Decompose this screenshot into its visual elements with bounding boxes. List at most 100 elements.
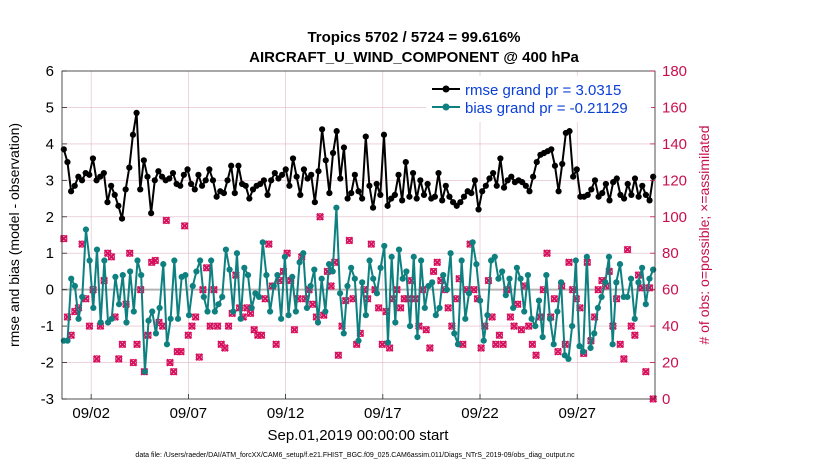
bias-point — [454, 341, 462, 348]
rmse-point — [508, 173, 515, 180]
bias-point — [580, 348, 587, 355]
bias-point — [307, 282, 314, 290]
obs-assimilated-marker — [158, 322, 167, 331]
rmse-point — [169, 169, 177, 177]
obs-assimilated-marker — [641, 367, 650, 376]
obs-possible-marker — [638, 284, 646, 292]
bias-point — [414, 333, 421, 341]
rmse-series — [60, 109, 657, 222]
legend-rmse-marker — [442, 85, 450, 93]
right-tick-label: 80 — [662, 245, 679, 262]
bias-point — [101, 257, 108, 264]
rmse-point — [129, 131, 137, 138]
rmse-point — [311, 199, 318, 206]
legend-bias-marker — [442, 103, 450, 111]
rmse-point — [155, 168, 162, 175]
obs-assimilated-marker — [495, 331, 504, 340]
bias-point — [546, 315, 554, 322]
rmse-point — [206, 166, 213, 173]
obs-assimilated-marker — [565, 258, 573, 267]
bias-point — [517, 275, 524, 282]
rmse-point — [242, 182, 249, 189]
obs-assimilated-marker — [510, 322, 518, 331]
rmse-point — [413, 195, 420, 202]
bias-point — [436, 304, 443, 311]
obs-assimilated-marker — [180, 221, 189, 230]
left-tick-label: 0 — [46, 282, 54, 299]
bias-point — [263, 271, 270, 279]
chart-title-line2: AIRCRAFT_U_WIND_COMPONENT @ 400 hPa — [249, 49, 579, 66]
bias-point — [440, 271, 447, 279]
rmse-point — [122, 186, 129, 193]
obs-assimilated-marker — [528, 340, 537, 349]
rmse-point — [362, 133, 369, 140]
obs-possible-marker — [257, 331, 266, 339]
bias-point — [421, 304, 428, 311]
obs-assimilated-marker — [433, 258, 442, 267]
rmse-point — [500, 184, 508, 191]
obs-assimilated-marker — [378, 340, 387, 349]
rmse-point — [264, 191, 271, 199]
bias-point — [255, 293, 263, 301]
obs-possible-marker — [162, 216, 170, 225]
obs-possible-marker — [155, 318, 163, 327]
obs-possible-marker — [510, 322, 518, 330]
bias-point — [119, 271, 126, 279]
rmse-point — [548, 146, 555, 153]
bias-point — [333, 204, 340, 211]
bias-point — [189, 282, 196, 290]
bias-point — [418, 257, 425, 264]
obs-assimilated-marker — [327, 282, 335, 290]
rmse-point — [224, 177, 231, 184]
bias-point — [550, 341, 557, 348]
rmse-point — [191, 186, 198, 193]
rmse-point — [308, 171, 315, 178]
rmse-point — [635, 193, 642, 200]
obs-possible-marker — [272, 340, 280, 348]
bias-point — [351, 275, 358, 282]
bias-point — [204, 308, 211, 315]
bias-point — [476, 297, 484, 304]
rmse-point — [646, 197, 653, 204]
obs-possible-marker — [195, 353, 203, 361]
obs-possible-marker — [627, 322, 635, 330]
bias-point — [300, 250, 307, 257]
obs-possible-marker — [378, 340, 386, 348]
bias-point — [86, 257, 93, 264]
bias-point — [465, 290, 473, 297]
rmse-point — [591, 177, 599, 184]
legend: rmse grand pr = 3.0315 bias grand pr = -… — [426, 76, 651, 122]
obs-assimilated-marker — [616, 340, 625, 349]
bias-point — [127, 268, 134, 275]
rmse-point — [100, 169, 107, 177]
bias-point — [145, 317, 152, 324]
rmse-point — [293, 173, 300, 180]
rmse-point — [639, 182, 646, 189]
bias-point — [565, 355, 572, 363]
bias-point — [392, 319, 399, 326]
bias-point — [134, 257, 141, 264]
obs-possible-marker — [177, 348, 185, 356]
left-tick-label: -2 — [41, 355, 54, 372]
obs-possible-marker — [334, 351, 342, 359]
obs-possible-marker — [170, 368, 178, 376]
x-tick-label: 09/17 — [364, 405, 402, 422]
rmse-point — [140, 157, 147, 164]
rmse-point — [322, 157, 329, 164]
left-tick-label: 3 — [46, 172, 54, 189]
obs-possible-marker — [151, 256, 159, 265]
rmse-point — [177, 182, 184, 189]
obs-possible-marker — [484, 276, 493, 285]
rmse-point — [268, 177, 275, 184]
obs-assimilated-marker — [224, 322, 233, 331]
bias-point — [587, 344, 594, 352]
obs-assimilated-marker — [550, 294, 559, 303]
bias-point — [591, 330, 598, 337]
bias-point — [200, 293, 207, 301]
bias-point — [384, 339, 392, 346]
bias-point — [447, 250, 454, 257]
rmse-point — [300, 166, 308, 173]
bias-point — [403, 268, 410, 275]
rmse-point — [373, 180, 380, 188]
rmse-point — [486, 175, 493, 182]
